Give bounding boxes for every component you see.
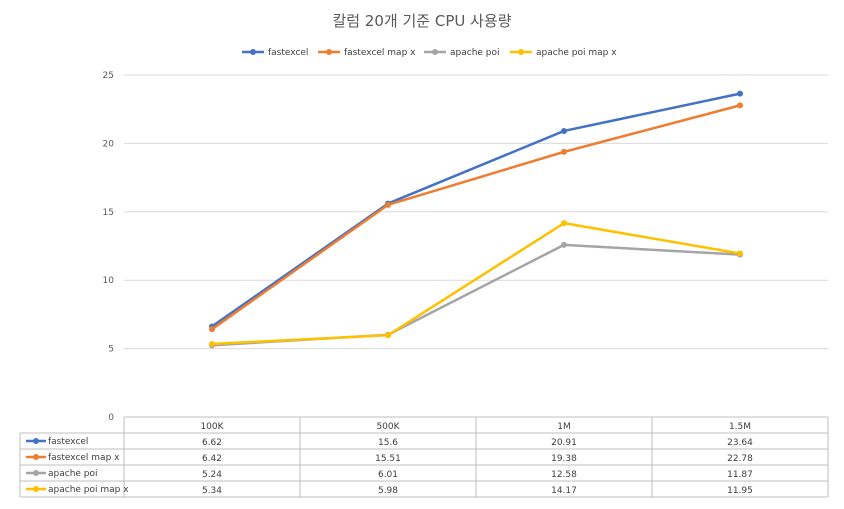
legend-marker	[250, 49, 256, 55]
table-cell-value: 11.95	[727, 486, 753, 496]
legend-marker	[326, 49, 332, 55]
y-axis: 0 5 10 15 20 25	[103, 71, 115, 423]
series-line	[211, 92, 741, 328]
legend: fastexcel fastexcel map x apache poi apache…	[242, 48, 617, 58]
table-cell-value: 6.62	[202, 438, 222, 448]
table-legend-marker	[33, 438, 39, 444]
data-point	[737, 102, 743, 109]
legend-marker	[518, 49, 524, 55]
table-cell-value: 11.87	[727, 470, 753, 480]
legend-label: apache poi map x	[536, 48, 617, 58]
y-tick-label: 25	[103, 71, 114, 81]
y-tick-label: 5	[108, 345, 114, 355]
legend-marker	[432, 49, 438, 55]
series-lines	[209, 90, 743, 349]
y-tick-label: 15	[103, 208, 114, 218]
data-point	[209, 340, 215, 347]
table-cell-value: 12.58	[551, 470, 577, 480]
table-legend-marker	[33, 454, 39, 460]
chart-title: 칼럼 20개 기준 CPU 사용량	[332, 12, 511, 30]
table-cell-value: 22.78	[727, 454, 753, 464]
table-series-name: apache poi	[48, 469, 98, 479]
table-cell-value: 23.64	[727, 438, 753, 448]
data-point	[737, 250, 743, 257]
y-tick-label: 20	[103, 139, 115, 149]
data-point	[561, 148, 567, 155]
data-point	[385, 201, 391, 208]
x-category-label: 1M	[557, 422, 571, 432]
table-series-name: fastexcel map x	[48, 453, 120, 463]
data-point	[385, 332, 391, 339]
table-series-name: fastexcel	[48, 437, 88, 447]
table-legend-marker	[33, 470, 39, 476]
y-tick-label: 0	[108, 413, 114, 423]
table-cell-value: 6.42	[202, 454, 222, 464]
series-line	[211, 104, 741, 331]
data-point	[561, 220, 567, 227]
data-point	[561, 127, 567, 134]
data-point	[737, 90, 743, 97]
y-tick-label: 10	[103, 276, 115, 286]
table-cell-value: 14.17	[551, 486, 577, 496]
table-cell-value: 19.38	[551, 454, 577, 464]
series-line	[211, 221, 741, 346]
legend-label: apache poi	[450, 48, 500, 58]
data-point	[209, 326, 215, 333]
x-category-label: 500K	[376, 422, 400, 432]
table-cell-value: 15.51	[375, 454, 401, 464]
table-cell-value: 5.34	[202, 486, 222, 496]
data-point	[561, 241, 567, 248]
table-cell-value: 5.98	[378, 486, 398, 496]
legend-label: fastexcel	[268, 48, 308, 58]
table-series-name: apache poi map x	[48, 485, 129, 495]
table-cell-value: 20.91	[551, 438, 577, 448]
data-table: 100K 500K 1M 1.5M fastexcel 6.62 15.6 20.91 23.6…	[19, 416, 829, 498]
x-category-label: 1.5M	[729, 422, 751, 432]
legend-label: fastexcel map x	[344, 48, 416, 58]
table-cell-value: 5.24	[202, 470, 222, 480]
table-cell-value: 15.6	[378, 438, 398, 448]
table-cell-value: 6.01	[378, 470, 398, 480]
x-category-label: 100K	[200, 422, 224, 432]
table-legend-marker	[33, 486, 39, 492]
